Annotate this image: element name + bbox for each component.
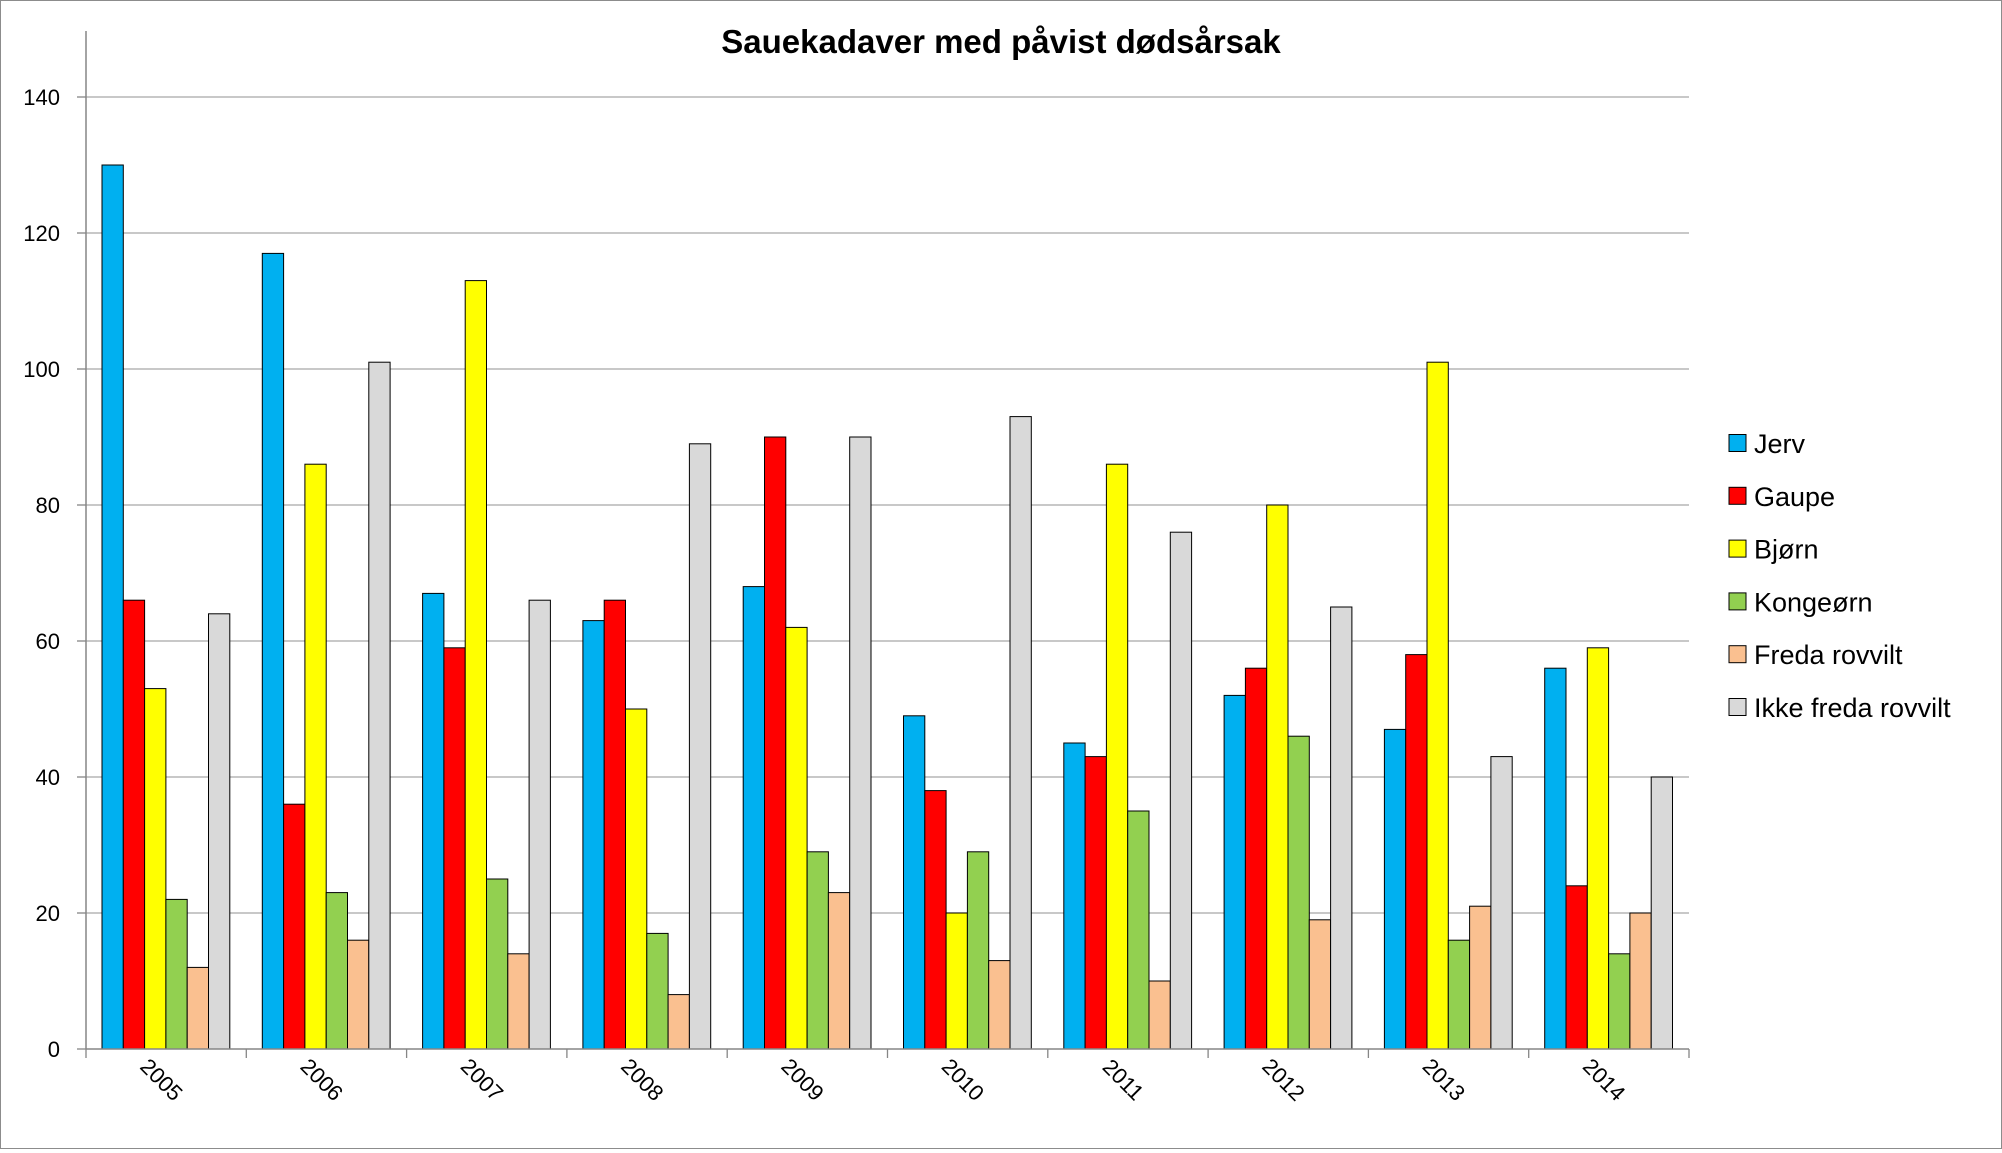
bar-2008-4 [667, 994, 690, 1050]
bar-2014-4 [1629, 912, 1652, 1050]
bar-2005-0 [101, 164, 124, 1050]
legend-swatch-4 [1728, 645, 1747, 664]
chart-title: Sauekadaver med påvist dødsårsak [721, 23, 1281, 60]
x-tick-label: 2011 [1098, 1054, 1149, 1105]
legend-swatch-0 [1728, 434, 1747, 452]
bar-2014-0 [1544, 667, 1567, 1050]
bar-2005-3 [165, 898, 188, 1050]
bar-2009-1 [764, 436, 787, 1050]
y-tick-label: 20 [36, 901, 60, 926]
legend-swatch-1 [1728, 486, 1747, 505]
legend-label-0: Jerv [1754, 429, 1806, 459]
x-tick-label: 2009 [777, 1054, 829, 1106]
bar-2005-2 [144, 688, 167, 1050]
bar-2010-1 [924, 790, 947, 1050]
legend-label-5: Ikke freda rovvilt [1754, 693, 1951, 723]
bars [101, 164, 1673, 1050]
bar-2012-5 [1330, 606, 1353, 1050]
bar-2009-5 [849, 436, 872, 1050]
bar-2009-0 [742, 586, 766, 1050]
bar-2008-0 [582, 620, 605, 1050]
bar-2006-3 [325, 892, 349, 1050]
bar-2007-4 [507, 953, 530, 1050]
bar-2011-4 [1148, 980, 1171, 1050]
legend-swatch-2 [1728, 539, 1747, 558]
bar-2007-2 [464, 280, 488, 1050]
bar-2007-5 [528, 599, 551, 1050]
bar-2010-5 [1009, 416, 1032, 1050]
bar-2012-2 [1266, 504, 1289, 1050]
bar-2009-4 [827, 892, 851, 1050]
y-tick-label: 120 [23, 221, 60, 246]
legend-label-1: Gaupe [1754, 482, 1835, 512]
y-tick-label: 140 [23, 85, 60, 110]
bar-2007-0 [422, 592, 445, 1050]
bar-2010-3 [966, 851, 990, 1050]
bar-2010-0 [903, 715, 926, 1050]
bar-2009-3 [806, 851, 829, 1050]
bar-2005-5 [208, 613, 231, 1050]
x-tick-label: 2008 [616, 1054, 668, 1106]
bar-2011-2 [1105, 463, 1129, 1050]
bar-2013-3 [1447, 939, 1471, 1050]
legend-swatch-3 [1728, 592, 1747, 611]
x-tick-label: 2007 [456, 1054, 508, 1106]
bar-2006-5 [368, 361, 391, 1050]
bar-2007-3 [486, 878, 509, 1050]
legend: Jerv Gaupe Bjørn Kongeørn Freda rovvilt Ikke … [1728, 429, 1951, 723]
legend-label-2: Bjørn [1754, 535, 1819, 565]
bar-2011-3 [1127, 810, 1150, 1050]
bar-2008-3 [646, 932, 669, 1050]
y-tick-label: 100 [23, 357, 60, 382]
bar-2005-1 [122, 599, 146, 1050]
y-tick-label: 60 [36, 629, 60, 654]
bar-2010-4 [988, 960, 1011, 1050]
legend-label-4: Freda rovvilt [1754, 640, 1903, 670]
legend-label-3: Kongeørn [1754, 587, 1873, 617]
bar-2014-3 [1608, 953, 1631, 1050]
bar-2013-1 [1405, 654, 1428, 1050]
bar-2008-2 [625, 708, 648, 1050]
bar-2010-2 [945, 912, 968, 1050]
bar-2008-1 [603, 599, 627, 1050]
bar-2012-4 [1308, 919, 1332, 1050]
y-tick-label: 0 [48, 1037, 60, 1062]
legend-swatch-5 [1728, 698, 1747, 716]
x-tick-label: 2010 [937, 1054, 989, 1106]
bar-2008-5 [688, 443, 712, 1050]
bar-2014-5 [1650, 776, 1673, 1050]
bar-2006-1 [283, 803, 306, 1050]
bar-2013-4 [1469, 905, 1492, 1050]
bar-2013-5 [1490, 756, 1513, 1050]
y-tick-label: 80 [36, 493, 60, 518]
bar-2014-2 [1586, 647, 1610, 1050]
gridlines [86, 96, 1689, 914]
bar-2012-3 [1287, 735, 1310, 1050]
x-tick-label: 2005 [135, 1054, 187, 1106]
bar-2007-1 [443, 647, 466, 1050]
bar-2012-0 [1223, 694, 1246, 1050]
bar-2013-2 [1426, 361, 1449, 1050]
bar-2006-2 [304, 463, 327, 1050]
bar-2005-4 [186, 966, 209, 1050]
bar-2006-4 [347, 939, 370, 1050]
x-tick-label: 2012 [1257, 1054, 1309, 1106]
bar-2009-2 [785, 626, 808, 1050]
x-tick-label: 2014 [1578, 1054, 1630, 1106]
x-tick-label: 2013 [1418, 1054, 1470, 1106]
x-tick-label: 2006 [296, 1054, 348, 1106]
bar-2014-1 [1565, 885, 1588, 1050]
bar-2013-0 [1383, 728, 1407, 1050]
bar-2006-0 [261, 252, 285, 1050]
bar-2011-1 [1084, 756, 1107, 1050]
bar-2011-0 [1063, 742, 1086, 1050]
bar-2011-5 [1169, 531, 1193, 1050]
bar-2012-1 [1244, 667, 1268, 1050]
y-tick-label: 40 [36, 765, 60, 790]
